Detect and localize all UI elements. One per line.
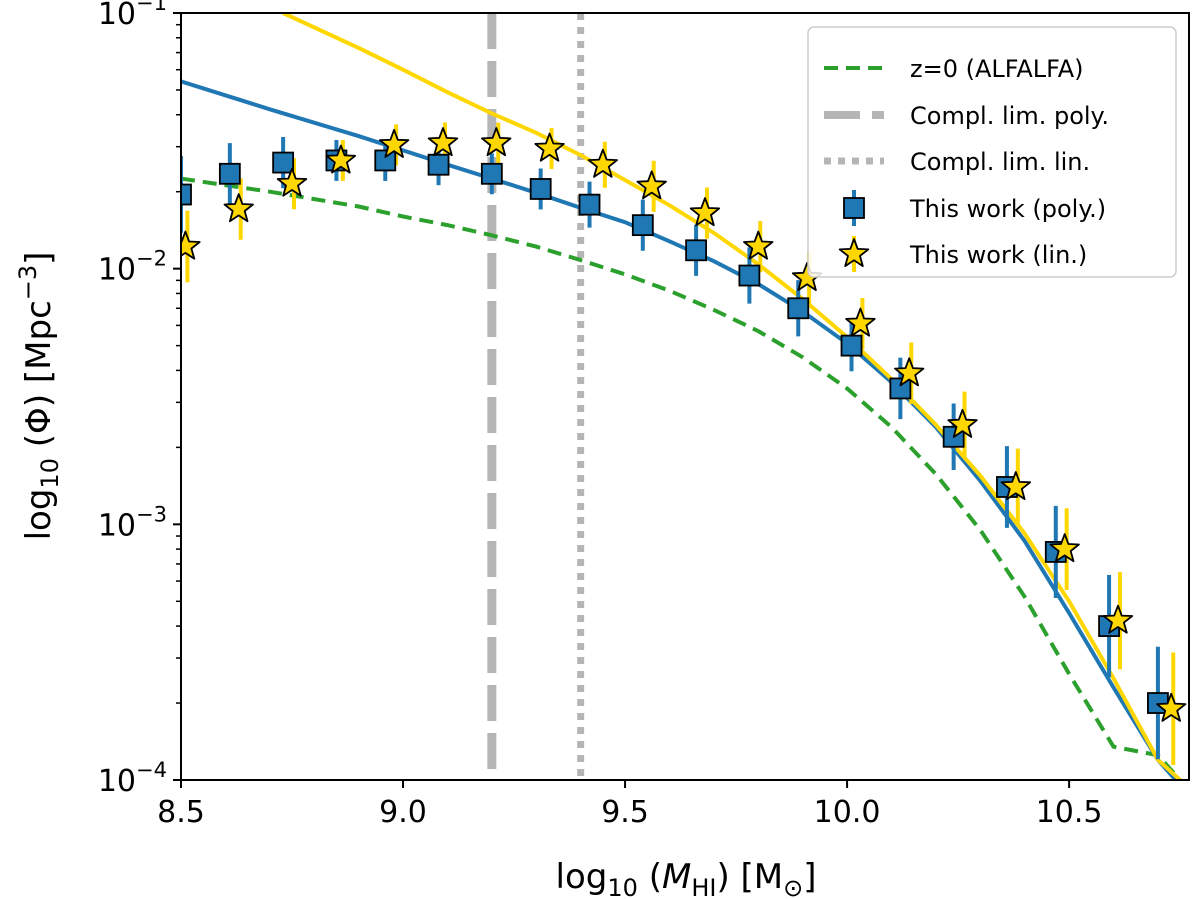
poly-data-point — [218, 162, 241, 185]
lin-data-point — [534, 132, 565, 162]
x-tick-label: 9.5 — [601, 795, 649, 830]
y-tick-label: 10−4 — [98, 758, 167, 799]
y-tick-exponent: −4 — [136, 758, 167, 782]
poly-data-point — [631, 214, 654, 237]
lin-data-point — [587, 148, 618, 178]
lin-data-point — [894, 357, 925, 387]
y-tick-label: 10−2 — [98, 247, 167, 288]
legend-swatch-poly-marker — [843, 197, 865, 219]
legend-box — [807, 26, 1177, 278]
y-tick-label: 10−1 — [98, 0, 167, 32]
legend-label: This work (poly.) — [909, 195, 1106, 223]
lin-data-point — [427, 127, 459, 157]
lin-data-point — [689, 197, 721, 227]
x-tick-label: 8.5 — [157, 795, 205, 830]
y-tick-base: 10 — [98, 0, 136, 32]
lin-data-point — [1156, 692, 1187, 722]
lin-data-point — [223, 193, 254, 223]
lin-data-point — [181, 230, 201, 260]
lin-data-point — [636, 170, 667, 200]
poly-data-point — [272, 151, 295, 174]
legend-label: z=0 (ALFALFA) — [910, 55, 1084, 83]
lin-data-point — [481, 127, 512, 157]
x-tick-label: 10.0 — [814, 795, 881, 830]
lin-data-point — [1000, 471, 1031, 501]
legend-label: Compl. lim. poly. — [910, 102, 1109, 130]
y-axis-label: log10 (Φ) [Mpc−3] — [14, 252, 64, 541]
lin-data-point — [743, 230, 774, 260]
plot-data-layer — [181, 13, 1187, 780]
y-tick-base: 10 — [98, 764, 136, 799]
axes-layer: 8.5 9.0 9.5 10.0 10.510−410−310−210−1 — [98, 0, 1103, 830]
poly-data-point — [840, 334, 863, 357]
lin-data-point — [1102, 604, 1134, 634]
series-line-poly-fit — [181, 79, 1178, 780]
poly-data-point — [787, 297, 810, 320]
y-tick-exponent: −1 — [136, 0, 167, 15]
poly-data-point — [529, 178, 552, 200]
y-tick-base: 10 — [98, 253, 136, 288]
legend: z=0 (ALFALFA) Compl. lim. poly. Compl. lim… — [807, 26, 1177, 278]
poly-data-point — [685, 239, 708, 262]
lin-data-point — [1049, 533, 1080, 563]
legend-label: Compl. lim. lin. — [910, 148, 1090, 176]
x-axis-label: log10 (MHI) [M⊙] — [556, 857, 817, 899]
y-tick-exponent: −2 — [136, 247, 167, 271]
series-line-z-0-alfalfa- — [181, 176, 1182, 780]
lin-data-point — [325, 144, 357, 174]
y-tick-exponent: −3 — [136, 502, 167, 526]
poly-data-point — [480, 162, 503, 185]
plot-frame — [180, 12, 1190, 781]
poly-data-point — [889, 377, 912, 400]
y-tick-base: 10 — [98, 508, 136, 543]
legend-label: This work (lin.) — [909, 241, 1087, 269]
poly-data-point — [374, 149, 397, 172]
lin-data-point — [845, 307, 876, 337]
poly-data-point — [427, 153, 450, 176]
poly-data-point — [738, 264, 761, 287]
legend-swatch-lin-marker — [838, 238, 870, 268]
x-tick-label: 9.0 — [379, 795, 427, 830]
poly-data-point — [181, 183, 192, 206]
lin-data-point — [947, 408, 978, 438]
lin-data-point — [378, 128, 410, 158]
y-tick-label: 10−3 — [98, 502, 167, 543]
x-tick-label: 10.5 — [1036, 795, 1103, 830]
poly-data-point — [578, 193, 601, 216]
lin-data-point — [276, 167, 308, 197]
